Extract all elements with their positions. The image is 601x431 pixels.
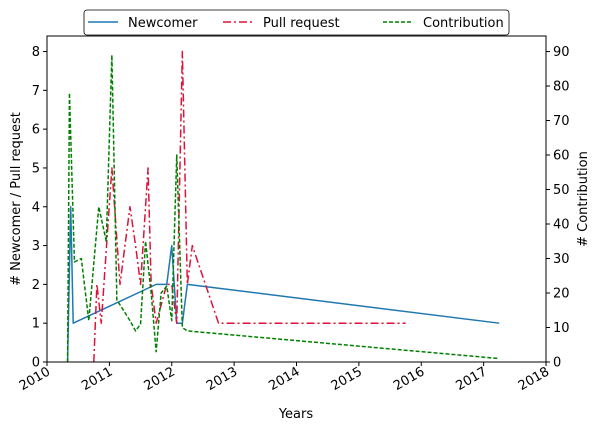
x-tick-label: 2014 bbox=[266, 364, 302, 394]
series-line-pull-request bbox=[93, 50, 406, 363]
series-line-newcomer bbox=[66, 206, 500, 363]
y-left-tick-label: 1 bbox=[32, 317, 40, 332]
y-right-tick-label: 90 bbox=[553, 45, 570, 60]
y-right-tick-label: 40 bbox=[553, 218, 570, 233]
y-left-tick-label: 4 bbox=[32, 200, 40, 215]
y-right-tick-label: 80 bbox=[553, 80, 570, 95]
y-left-tick-label: 0 bbox=[32, 356, 40, 371]
x-tick-label: 2013 bbox=[204, 364, 240, 394]
y-left-tick-label: 3 bbox=[32, 239, 40, 254]
x-axis: 2010 2011 2012 2013 2014 2015 2016 2017 2018 bbox=[17, 362, 552, 394]
legend-label: Contribution bbox=[423, 16, 504, 31]
y-right-tick-label: 70 bbox=[553, 114, 570, 129]
x-axis-label: Years bbox=[278, 407, 314, 422]
legend-label: Pull request bbox=[263, 16, 340, 31]
y-right-tick-label: 60 bbox=[553, 149, 570, 164]
y-left-tick-label: 6 bbox=[32, 123, 40, 138]
series-lines bbox=[66, 50, 500, 363]
x-tick-label: 2018 bbox=[516, 364, 552, 394]
y-right-tick-label: 30 bbox=[553, 252, 570, 267]
y-axis-right: 0 10 20 30 40 50 60 70 80 90 bbox=[546, 45, 570, 371]
plot-frame bbox=[46, 35, 547, 363]
y-axis-left-label: # Newcomer / Pull request bbox=[9, 112, 24, 286]
y-left-tick-label: 8 bbox=[32, 45, 40, 60]
y-axis-right-label: # Contribution bbox=[576, 151, 591, 247]
y-right-tick-label: 50 bbox=[553, 183, 570, 198]
x-tick-label: 2012 bbox=[142, 364, 178, 394]
y-right-tick-label: 0 bbox=[553, 356, 561, 371]
legend-label: Newcomer bbox=[128, 16, 198, 31]
legend-box bbox=[83, 9, 510, 36]
x-tick-label: 2011 bbox=[79, 364, 115, 394]
y-right-tick-label: 10 bbox=[553, 321, 570, 336]
y-right-tick-label: 20 bbox=[553, 287, 570, 302]
y-left-tick-label: 2 bbox=[32, 278, 40, 293]
legend: Newcomer Pull request Contribution bbox=[83, 9, 510, 36]
y-axis-left: 0 1 2 3 4 5 6 7 8 bbox=[32, 45, 47, 371]
x-tick-label: 2015 bbox=[329, 364, 365, 394]
series-line-contribution bbox=[66, 54, 500, 363]
x-tick-label: 2017 bbox=[453, 364, 489, 394]
y-left-tick-label: 7 bbox=[32, 84, 40, 99]
x-tick-label: 2016 bbox=[391, 364, 427, 394]
y-left-tick-label: 5 bbox=[32, 161, 40, 176]
